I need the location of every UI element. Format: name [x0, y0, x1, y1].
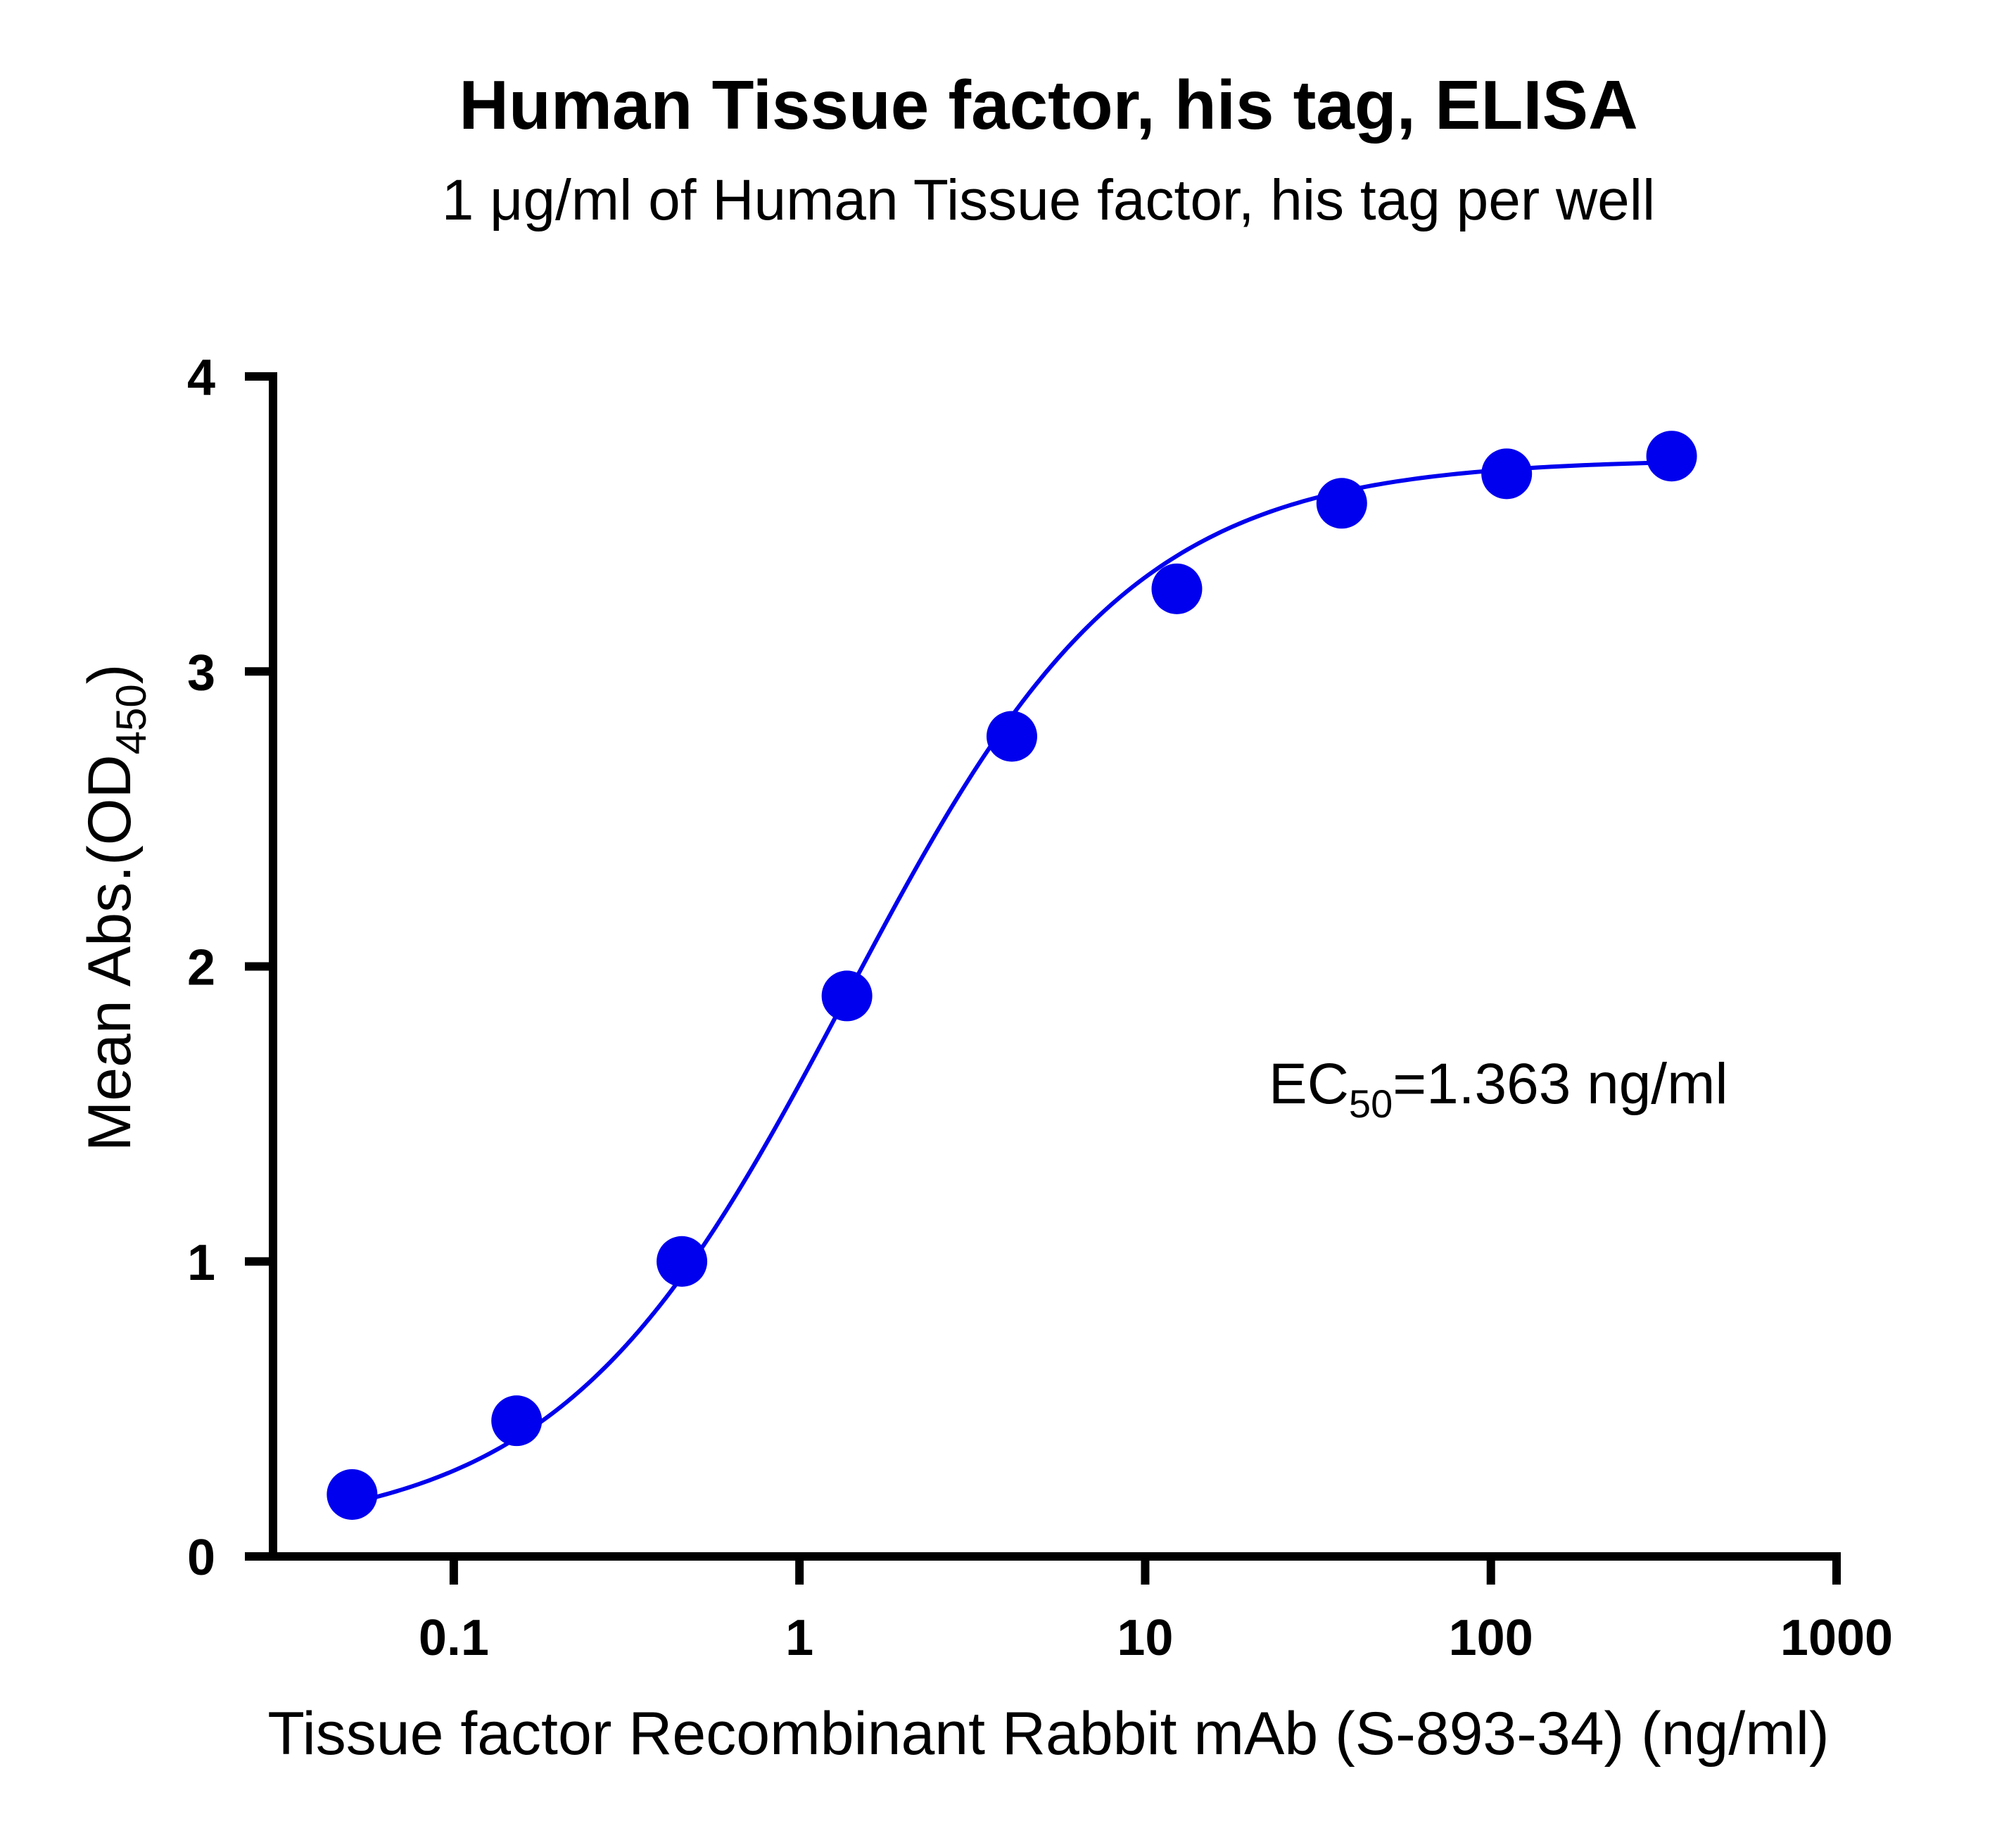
ticks: 0 1 2 3 4 0.1 1 10 100 1000	[187, 350, 1893, 1666]
ec50-annotation-main: EC	[1269, 1052, 1349, 1116]
x-tick-label: 1000	[1780, 1610, 1893, 1666]
y-axis-title-subscript: 450	[108, 684, 155, 754]
data-points-layer	[327, 431, 1697, 1520]
y-tick-label: 0	[187, 1530, 215, 1586]
x-tick-label: 100	[1449, 1610, 1533, 1666]
x-tick-label: 0.1	[419, 1610, 489, 1666]
data-point	[986, 711, 1037, 762]
y-axis-title-close: )	[76, 664, 144, 685]
y-tick-label: 2	[187, 940, 215, 996]
data-point	[327, 1468, 378, 1520]
ec50-annotation-rest: =1.363 ng/ml	[1393, 1052, 1727, 1116]
ec50-annotation-subscript: 50	[1349, 1081, 1393, 1126]
ec50-annotation: EC50=1.363 ng/ml	[1269, 1052, 1728, 1126]
data-point	[1646, 431, 1697, 482]
x-tick-label: 1	[785, 1610, 813, 1666]
y-axis-title: Mean Abs.(OD450)	[76, 664, 155, 1152]
chart-subtitle: 1 μg/ml of Human Tissue factor, his tag …	[442, 168, 1655, 232]
x-tick-label: 10	[1117, 1610, 1173, 1666]
data-point	[1481, 448, 1533, 500]
fit-curve	[351, 460, 1672, 1505]
data-point	[821, 970, 873, 1022]
fit-curve-layer	[351, 460, 1672, 1505]
data-point	[1316, 478, 1367, 529]
y-axis-title-main: Mean Abs.(OD	[76, 754, 144, 1151]
axes	[269, 372, 1841, 1561]
y-tick-label: 1	[187, 1235, 215, 1291]
data-point	[491, 1395, 543, 1447]
data-point	[657, 1236, 708, 1287]
y-tick-label: 3	[187, 645, 215, 701]
y-tick-label: 4	[187, 350, 215, 406]
data-point	[1151, 563, 1203, 614]
x-axis-title: Tissue factor Recombinant Rabbit mAb (S-…	[267, 1700, 1829, 1768]
chart-title: Human Tissue factor, his tag, ELISA	[459, 66, 1637, 144]
